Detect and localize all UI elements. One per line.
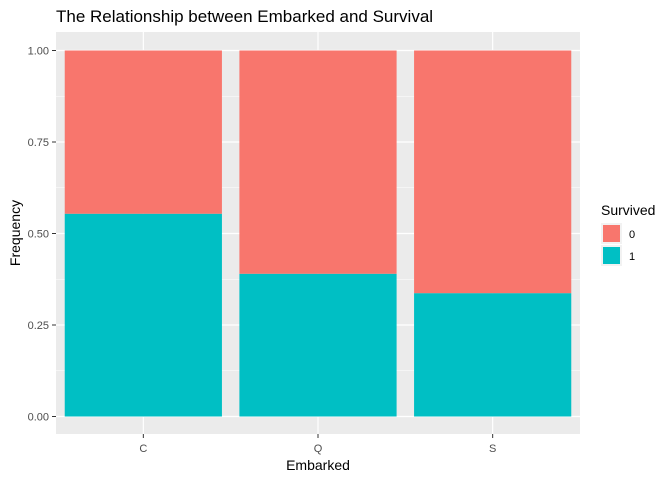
- y-tick-label: 0.50: [28, 229, 49, 241]
- legend-label-1: 1: [629, 251, 635, 263]
- bar-C-survived-0: [64, 50, 222, 214]
- legend-label-0: 0: [629, 229, 635, 241]
- legend-title: Survived: [601, 202, 655, 218]
- bar-S-survived-1: [414, 293, 572, 417]
- chart-title: The Relationship between Embarked and Su…: [56, 7, 433, 26]
- y-axis: 0.00 0.25 0.50 0.75 1.00: [28, 46, 56, 424]
- bar-C-survived-1: [64, 213, 222, 417]
- legend-swatch-1: [603, 247, 620, 264]
- legend: Survived 0 1: [601, 202, 655, 266]
- legend-swatch-0: [603, 225, 620, 242]
- bars: [64, 50, 572, 417]
- bar-S-survived-0: [414, 50, 572, 294]
- y-tick-label: 0.75: [28, 137, 49, 149]
- x-tick-label: C: [139, 443, 147, 455]
- y-tick-label: 1.00: [28, 46, 49, 58]
- bar-Q-survived-1: [239, 273, 397, 417]
- y-tick-label: 0.25: [28, 320, 49, 332]
- y-axis-label: Frequency: [7, 200, 23, 266]
- x-axis-label: Embarked: [286, 457, 350, 473]
- x-tick-label: S: [489, 443, 496, 455]
- y-tick-label: 0.00: [28, 412, 49, 424]
- x-tick-label: Q: [314, 443, 323, 455]
- bar-Q-survived-0: [239, 50, 397, 274]
